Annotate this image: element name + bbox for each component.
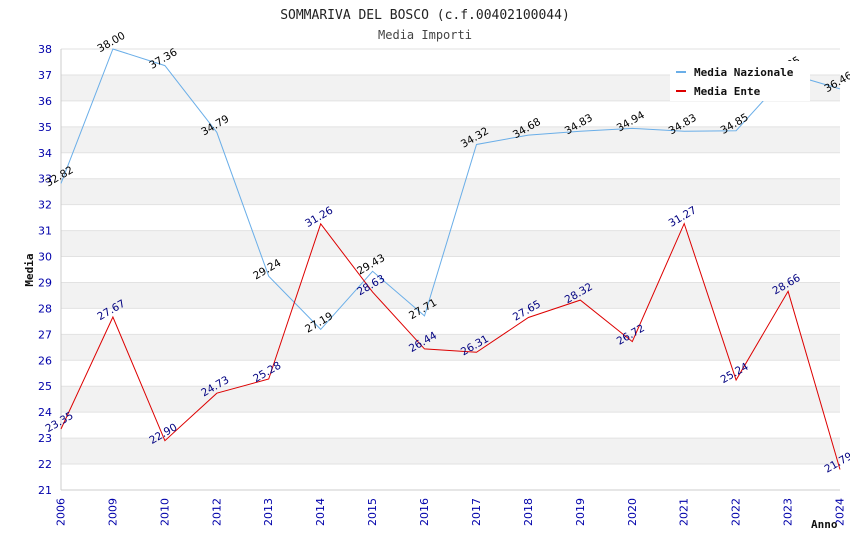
x-tick-label: 2015 bbox=[366, 498, 379, 526]
y-tick-label: 36 bbox=[38, 95, 52, 108]
y-tick-label: 32 bbox=[38, 199, 52, 212]
data-label: 25.24 bbox=[719, 361, 751, 387]
grid-band bbox=[61, 230, 840, 257]
grid-band bbox=[61, 178, 840, 205]
data-label: 37.36 bbox=[147, 46, 179, 72]
x-tick-label: 2018 bbox=[522, 498, 535, 526]
y-tick-label: 26 bbox=[38, 354, 52, 367]
legend-label: Media Ente bbox=[694, 85, 761, 98]
y-tick-label: 37 bbox=[38, 69, 52, 82]
y-tick-label: 31 bbox=[38, 225, 52, 238]
axes bbox=[60, 49, 840, 491]
x-axis-ticks: 2006 2009 2010 2012 2013 2014 2015 2016 2017 2018… bbox=[55, 498, 847, 526]
data-label: 38.00 bbox=[95, 30, 127, 55]
legend: Media Nazionale Media Ente bbox=[670, 61, 810, 101]
y-tick-label: 27 bbox=[38, 328, 52, 341]
grid-lines bbox=[61, 48, 840, 491]
y-axis-label: Media bbox=[23, 253, 36, 286]
y-tick-label: 24 bbox=[38, 406, 52, 419]
x-tick-label: 2024 bbox=[834, 498, 847, 526]
y-tick-label: 21 bbox=[38, 484, 52, 497]
y-tick-label: 23 bbox=[38, 432, 52, 445]
grid-band bbox=[61, 334, 840, 361]
grid-band bbox=[61, 386, 840, 413]
x-tick-label: 2010 bbox=[158, 498, 171, 526]
y-axis-ticks: 21 22 23 24 25 26 27 28 29 30 31 32 33 34 35 36 37 38 bbox=[38, 43, 52, 497]
y-tick-label: 28 bbox=[38, 302, 52, 315]
grid-band bbox=[61, 282, 840, 309]
x-axis-label: Anno bbox=[811, 518, 838, 531]
x-tick-label: 2022 bbox=[730, 498, 743, 526]
data-label: 29.24 bbox=[251, 257, 283, 283]
y-tick-label: 33 bbox=[38, 173, 52, 186]
y-tick-label: 38 bbox=[38, 43, 52, 56]
data-label: 31.26 bbox=[303, 204, 335, 230]
x-tick-label: 2006 bbox=[55, 498, 68, 526]
legend-label: Media Nazionale bbox=[694, 66, 794, 79]
x-tick-label: 2020 bbox=[626, 498, 639, 526]
x-tick-label: 2014 bbox=[314, 498, 327, 526]
y-tick-label: 35 bbox=[38, 121, 52, 134]
y-tick-label: 34 bbox=[38, 147, 52, 160]
chart-title: SOMMARIVA DEL BOSCO (c.f.00402100044) bbox=[280, 8, 570, 23]
x-tick-label: 2021 bbox=[678, 498, 691, 526]
data-label: 25.28 bbox=[251, 360, 283, 385]
y-tick-label: 30 bbox=[38, 251, 52, 264]
series-line-nazionale bbox=[60, 48, 841, 331]
x-tick-label: 2023 bbox=[782, 498, 795, 526]
series-line-ente bbox=[60, 222, 841, 470]
x-tick-label: 2012 bbox=[210, 498, 223, 526]
series-lines bbox=[60, 48, 841, 470]
x-tick-label: 2009 bbox=[106, 498, 119, 526]
data-label: 27.19 bbox=[303, 310, 335, 335]
y-tick-label: 22 bbox=[38, 458, 52, 471]
y-tick-label: 25 bbox=[38, 380, 52, 393]
chart-subtitle: Media Importi bbox=[378, 28, 472, 42]
x-tick-label: 2017 bbox=[470, 498, 483, 526]
legend-box bbox=[670, 61, 810, 101]
grid-band bbox=[61, 438, 840, 465]
x-tick-label: 2019 bbox=[574, 498, 587, 526]
y-tick-label: 29 bbox=[38, 276, 52, 289]
x-tick-label: 2013 bbox=[262, 498, 275, 526]
grid-bands bbox=[61, 74, 840, 465]
x-tick-label: 2016 bbox=[418, 498, 431, 526]
